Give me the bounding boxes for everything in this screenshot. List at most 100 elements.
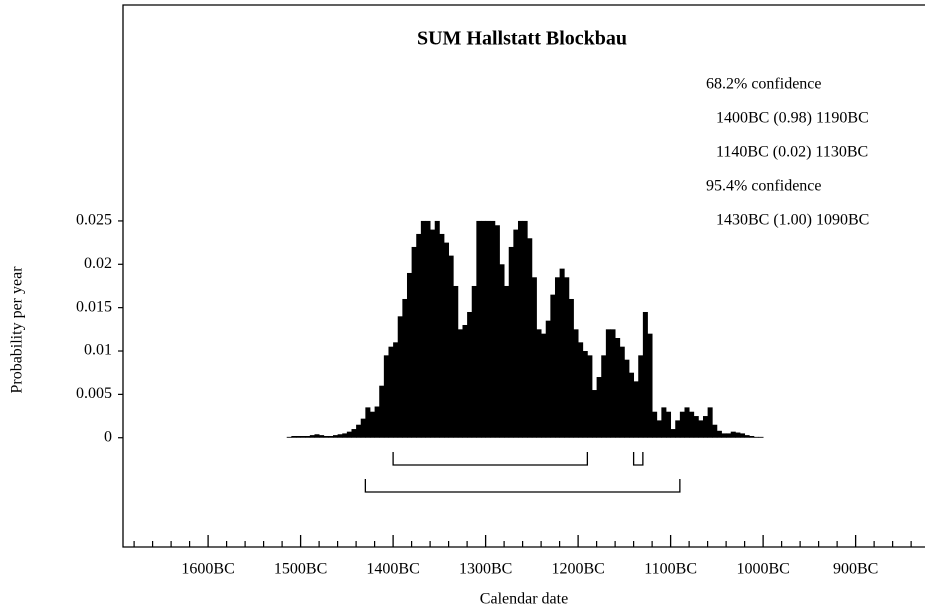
bar	[536, 329, 542, 438]
bar	[425, 220, 431, 438]
bar	[615, 338, 621, 438]
x-tick-label: 1200BC	[551, 561, 604, 578]
bar	[652, 411, 658, 438]
bar	[305, 435, 311, 438]
bar	[619, 346, 625, 438]
y-tick-label: 0.01	[84, 342, 112, 359]
bar	[735, 432, 741, 438]
bar	[564, 277, 570, 438]
y-tick-label: 0.015	[76, 298, 112, 315]
bar	[601, 355, 607, 438]
x-tick-label: 1400BC	[366, 561, 419, 578]
bar	[527, 238, 533, 438]
bar	[416, 233, 422, 438]
x-axis-label: Calendar date	[480, 591, 568, 608]
bar	[684, 407, 690, 438]
bar	[647, 333, 653, 438]
bar	[661, 407, 667, 438]
bar	[679, 411, 685, 438]
bar	[453, 285, 459, 438]
bar	[286, 436, 292, 438]
bar	[605, 329, 611, 438]
x-tick-label: 1000BC	[736, 561, 789, 578]
bar	[397, 316, 403, 438]
bar	[476, 220, 482, 438]
range-bracket	[364, 479, 681, 493]
bar	[582, 351, 588, 438]
bar	[291, 435, 297, 438]
bar	[379, 385, 385, 438]
y-tick-label: 0.02	[84, 255, 112, 272]
bar	[554, 277, 561, 438]
bar	[393, 342, 399, 438]
bar	[356, 424, 362, 438]
bar	[749, 435, 755, 438]
y-tick-label: 0	[104, 428, 112, 445]
bar	[319, 435, 325, 438]
bar	[351, 429, 357, 438]
bar	[332, 435, 339, 438]
x-tick-label: 900BC	[833, 561, 878, 578]
bar	[508, 246, 514, 438]
y-axis-label: Probability per year	[9, 266, 26, 394]
bar	[716, 430, 722, 438]
bar	[406, 272, 413, 438]
range-interval: 1400BC (0.98) 1190BC	[716, 110, 869, 127]
range-heading: 68.2% confidence	[706, 76, 822, 93]
bar	[411, 246, 417, 438]
bar	[342, 433, 348, 438]
bar	[702, 416, 709, 438]
bar	[462, 324, 468, 438]
bar	[698, 420, 704, 438]
bar	[726, 433, 732, 438]
bar	[591, 390, 598, 438]
bar	[457, 329, 463, 438]
bar	[610, 329, 616, 438]
bar	[346, 431, 352, 438]
bar	[541, 333, 547, 438]
bar	[480, 220, 487, 438]
bar	[739, 433, 746, 438]
bar	[365, 407, 371, 438]
bar	[300, 435, 306, 438]
bar	[490, 220, 496, 438]
bar	[430, 229, 436, 438]
bar	[485, 220, 491, 438]
bar	[665, 411, 672, 438]
x-tick-label: 1600BC	[181, 561, 234, 578]
bar	[573, 329, 579, 438]
range-bracket	[392, 452, 589, 466]
bar	[314, 434, 320, 438]
range-heading: 95.4% confidence	[706, 178, 822, 195]
bar	[721, 433, 727, 438]
bar	[328, 435, 334, 438]
bar	[550, 294, 556, 438]
bar	[513, 229, 519, 438]
bar	[517, 220, 524, 438]
bar	[309, 435, 315, 438]
bar	[374, 406, 380, 438]
bar	[578, 342, 584, 438]
bar	[337, 434, 343, 438]
bar	[689, 411, 695, 438]
range-interval: 1140BC (0.02) 1130BC	[716, 144, 868, 161]
bar	[443, 242, 450, 438]
bar	[504, 285, 510, 438]
bar	[712, 424, 718, 438]
y-tick-label: 0.025	[76, 212, 112, 229]
bar	[758, 436, 764, 438]
range-bracket	[632, 452, 644, 466]
bar	[675, 420, 681, 438]
x-tick-label: 1500BC	[274, 561, 327, 578]
bar	[439, 233, 445, 438]
bar	[642, 311, 648, 438]
x-tick-label: 1300BC	[459, 561, 512, 578]
bar	[388, 346, 394, 438]
bar	[633, 381, 639, 438]
bar	[587, 355, 593, 438]
bar	[499, 264, 505, 438]
bar	[360, 418, 366, 438]
chart-title: SUM Hallstatt Blockbau	[417, 28, 627, 50]
